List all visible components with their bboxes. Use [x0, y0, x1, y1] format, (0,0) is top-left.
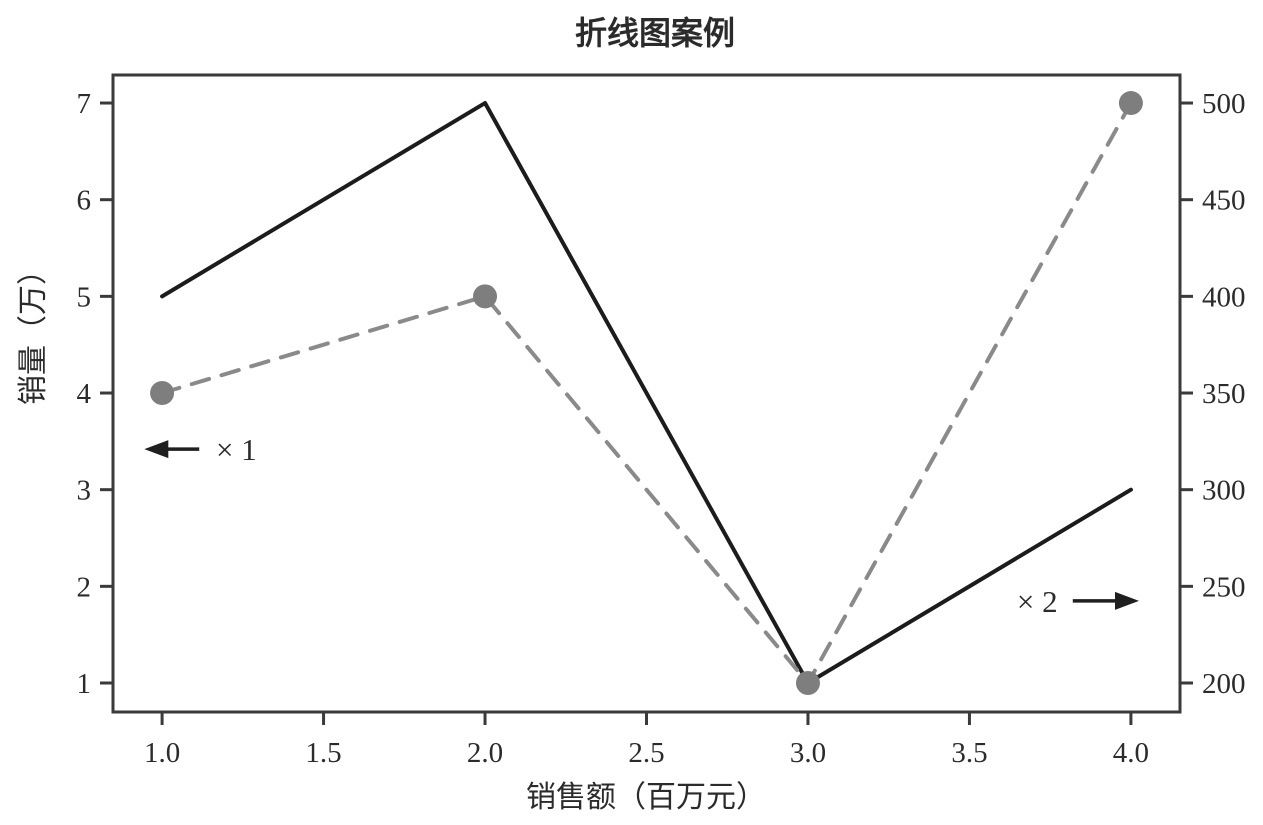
right-y-axis-tick-label: 250: [1202, 571, 1246, 603]
right-y-axis-tick-label: 200: [1202, 668, 1246, 700]
x-axis-tick-label: 2.0: [467, 737, 503, 769]
right-y-axis-tick-label: 450: [1202, 185, 1246, 217]
x-axis-tick-label: 1.0: [144, 737, 180, 769]
data-point-marker-dashed-line-right-axis: [150, 381, 175, 406]
right-y-axis-tick-label: 300: [1202, 475, 1246, 507]
series-dashed-line-right-axis: [160, 101, 1133, 686]
left-y-axis-tick-label: 2: [77, 571, 92, 603]
left-y-axis-tick-label: 1: [77, 668, 92, 700]
annotation-label-x1: × 1: [216, 432, 257, 467]
x-axis-tick-label: 3.5: [951, 737, 987, 769]
x-axis-tick-label: 1.5: [305, 737, 341, 769]
left-y-axis-tick-label: 6: [77, 185, 92, 217]
x-axis-title: 销售额（百万元）: [526, 781, 766, 814]
x-axis-tick-label: 4.0: [1113, 737, 1149, 769]
data-point-marker-dashed-line-right-axis: [795, 671, 820, 696]
right-y-axis-tick-label: 350: [1202, 378, 1246, 410]
x-axis-tick-label: 2.5: [628, 737, 664, 769]
series-solid-line-left-axis: [160, 101, 1133, 686]
annotation-arrow-head-x2: [1114, 591, 1139, 610]
x-axis-tick-label: 3.0: [790, 737, 826, 769]
chart-title: 折线图案例: [574, 15, 736, 51]
left-y-axis-tick-label: 4: [77, 378, 92, 410]
right-y-axis-tick-label: 400: [1202, 281, 1246, 313]
left-y-axis-tick-label: 7: [77, 88, 92, 120]
annotation-arrow-head-x1: [144, 440, 169, 459]
data-point-marker-dashed-line-right-axis: [1118, 91, 1143, 116]
annotation-label-x2: × 2: [1017, 584, 1058, 619]
left-y-axis-tick-label: 3: [77, 475, 92, 507]
left-y-axis-tick-label: 5: [77, 281, 92, 313]
data-point-marker-dashed-line-right-axis: [473, 284, 498, 309]
right-y-axis-tick-label: 500: [1202, 88, 1246, 120]
